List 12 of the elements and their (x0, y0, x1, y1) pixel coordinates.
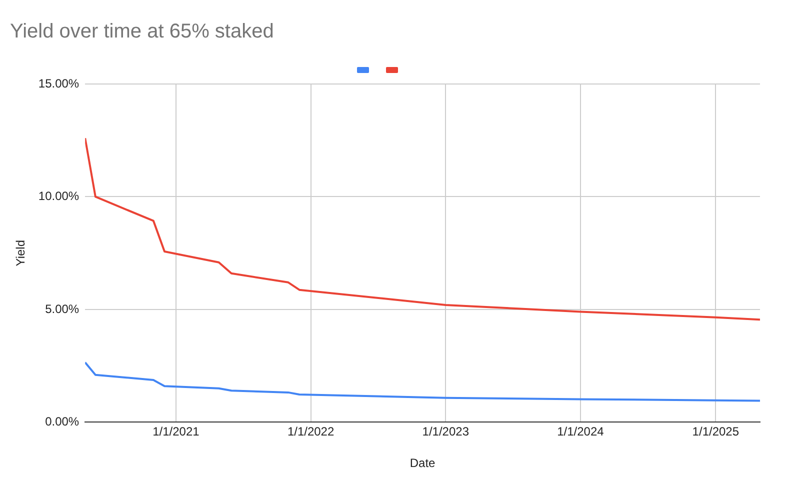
x-tick-label: 1/1/2021 (152, 424, 200, 439)
y-tick-label: 5.00% (45, 302, 80, 316)
x-tick-label: 1/1/2023 (422, 424, 470, 439)
x-tick-label: 1/1/2025 (692, 424, 740, 439)
y-axis-title: Yield (14, 240, 28, 266)
y-tick-label: 10.00% (38, 189, 80, 204)
y-tick-label: 15.00% (38, 76, 80, 90)
y-tick-label: 0.00% (45, 414, 80, 429)
chart-title: Yield over time at 65% staked (10, 20, 274, 43)
x-tick-label: 1/1/2024 (557, 424, 604, 439)
x-axis-title: Date (410, 456, 436, 470)
x-tick-label: 1/1/2022 (287, 424, 334, 439)
